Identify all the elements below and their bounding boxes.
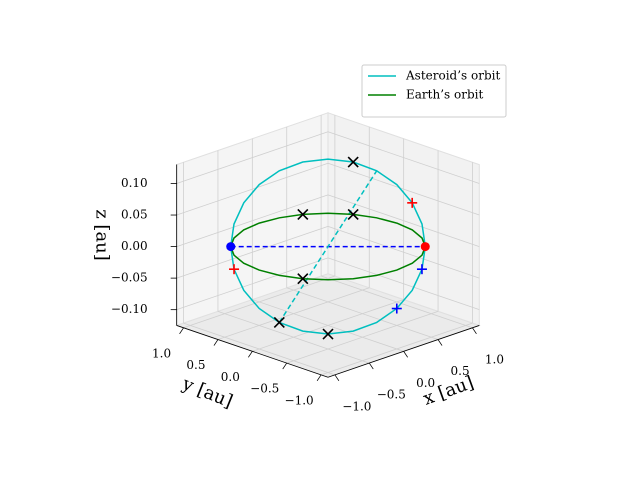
marker-dot [226, 242, 236, 252]
marker-stroke [297, 208, 309, 221]
marker [297, 273, 309, 285]
grid-line [217, 287, 370, 340]
y-tick-label: −1.0 [285, 393, 314, 407]
marker-stroke [297, 273, 309, 285]
grid-line [176, 194, 329, 247]
marker [297, 208, 309, 221]
x-tick-label: 0.0 [416, 376, 435, 390]
marker-stroke [273, 316, 285, 328]
y-tick-label: 0.5 [186, 358, 205, 372]
grid-line [327, 225, 480, 279]
grid-line [327, 257, 480, 311]
tick-mark [334, 374, 340, 382]
marker [391, 303, 402, 314]
marker [229, 264, 240, 275]
grid-line [176, 131, 329, 184]
marker-stroke [347, 156, 359, 168]
y-tick-label: −0.5 [250, 382, 279, 396]
grid-line [320, 322, 473, 376]
grid-line [327, 194, 480, 247]
tick-mark [316, 374, 322, 382]
tick-mark [213, 339, 219, 346]
grid-line [176, 257, 329, 311]
z-tick-label: 0.00 [121, 239, 148, 253]
marker [420, 242, 430, 252]
y-tick-label: 0.0 [221, 370, 240, 384]
grid-line [327, 131, 480, 184]
y-axis [176, 325, 329, 378]
tick-mark [282, 362, 288, 370]
marker-dot [420, 242, 430, 252]
grid-line [183, 275, 336, 329]
x-tick-label: 1.0 [485, 352, 504, 366]
marker-stroke [322, 328, 334, 340]
marker [407, 197, 418, 208]
tick-mark [437, 339, 443, 346]
marker [416, 264, 427, 275]
grid-line [252, 299, 404, 352]
x-tick-label: 0.5 [451, 364, 470, 378]
z-tick-label: −0.05 [111, 271, 148, 285]
z-tick-label: 0.05 [121, 208, 148, 222]
grid-line [176, 225, 329, 279]
tick-mark [403, 351, 408, 358]
tick-mark [368, 362, 374, 370]
grid-line [176, 162, 329, 216]
marker-stroke [347, 208, 359, 221]
marker [347, 156, 359, 168]
dashed-line [278, 170, 378, 323]
x-tick-label: −1.0 [342, 399, 371, 413]
tick-mark [179, 327, 184, 335]
legend-label: Earth’s orbit [406, 88, 483, 102]
legend-box [361, 64, 507, 118]
grid-line [327, 162, 480, 216]
marker [322, 328, 334, 340]
tick-mark [472, 327, 477, 335]
marker [347, 208, 359, 221]
z-tick-label: 0.10 [121, 176, 148, 190]
x-tick-label: −0.5 [377, 388, 406, 402]
marker [273, 316, 285, 328]
grid-line [286, 310, 439, 364]
z-axis-label: z [au] [92, 209, 113, 261]
x-axis [327, 325, 480, 378]
y-tick-label: 1.0 [152, 346, 171, 360]
tick-mark [248, 351, 253, 358]
z-tick-label: −0.10 [111, 302, 148, 316]
marker [226, 242, 236, 252]
legend-label: Asteroid’s orbit [405, 69, 500, 83]
